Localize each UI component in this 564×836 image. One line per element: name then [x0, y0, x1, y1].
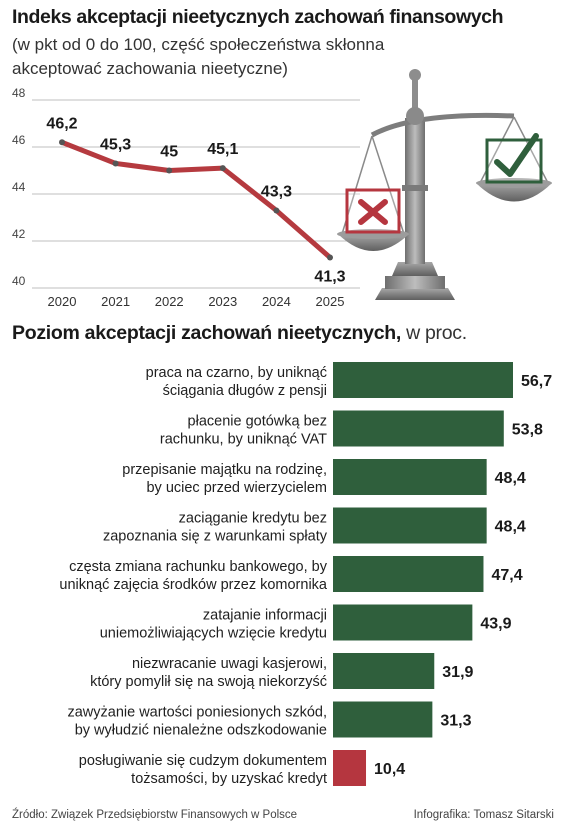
data-label: 45,1 — [207, 141, 238, 158]
category-label: zapoznania się z warunkami spłaty — [103, 529, 328, 545]
line-chart: 40 42 44 46 48 2020 2021 2022 2023 2024 2025 46,2 45… — [12, 86, 360, 309]
data-label: 41,3 — [314, 268, 345, 285]
data-point — [112, 160, 119, 167]
category-label: uniemożliwiających wzięcie kredytu — [100, 626, 327, 642]
category-label: który pomylił się na swoją niekorzyść — [90, 674, 327, 690]
data-label: 45 — [160, 144, 178, 161]
category-label: przepisanie majątku na rodzinę, — [122, 462, 327, 478]
series-line — [59, 139, 333, 260]
category-label: rachunku, by uniknąć VAT — [160, 432, 327, 448]
category-label: zawyżanie wartości poniesionych szkód, — [67, 705, 327, 721]
data-point — [59, 139, 65, 146]
bar — [333, 701, 433, 738]
data-label: 45,3 — [100, 136, 131, 153]
check-box-icon — [485, 133, 543, 184]
y-tick-label: 42 — [12, 227, 26, 241]
bar-value-label: 47,4 — [491, 567, 522, 584]
bar-value-label: 48,4 — [495, 470, 526, 487]
credit-note: Infografika: Tomasz Sitarski — [413, 809, 554, 821]
x-tick-label: 2025 — [316, 294, 345, 309]
bar — [333, 556, 484, 592]
category-label: uniknąć zajęcia środków przez komornika — [59, 577, 327, 593]
bar — [333, 653, 435, 689]
x-tick-label: 2020 — [48, 294, 77, 309]
bar-value-label: 31,9 — [442, 664, 473, 681]
category-label: tożsamości, by uzyskać kredyt — [131, 771, 327, 787]
bar — [333, 750, 367, 786]
category-label: niezwracanie uwagi kasjerowi, — [132, 656, 327, 672]
category-label: by wyłudzić nienależne odszkodowanie — [75, 723, 327, 739]
bar-value-label: 56,7 — [521, 373, 552, 390]
bar-value-label: 10,4 — [374, 761, 405, 778]
category-label: częsta zmiana rachunku bankowego, by — [69, 559, 328, 575]
y-tick-label: 48 — [12, 86, 26, 100]
category-label: zaciąganie kredytu bez — [179, 511, 327, 527]
category-label: ściągania długów z pensji — [163, 383, 327, 399]
bar-value-label: 31,3 — [440, 713, 471, 730]
category-label: płacenie gotówką bez — [188, 414, 327, 430]
source-note: Źródło: Związek Przedsiębiorstw Finansow… — [12, 809, 298, 821]
data-label: 43,3 — [261, 183, 292, 200]
category-label: zatajanie informacji — [203, 608, 327, 624]
bar — [333, 604, 473, 641]
y-tick-label: 44 — [12, 180, 26, 194]
bar — [333, 410, 504, 447]
x-tick-label: 2021 — [101, 294, 130, 309]
x-tick-label: 2023 — [208, 294, 237, 309]
data-point — [327, 254, 333, 261]
data-point — [219, 165, 226, 172]
category-label: praca na czarno, by uniknąć — [146, 365, 327, 381]
line-chart-subtitle: (w pkt od 0 do 100, część społeczeństwa … — [12, 35, 385, 78]
x-tick-label: 2022 — [155, 294, 184, 309]
category-label: posługiwanie się cudzym dokumentem — [79, 753, 327, 769]
bar-chart: 56,7 praca na czarno, by uniknąć ściągania… — [59, 362, 552, 787]
cross-box-icon — [345, 188, 401, 234]
line-chart-title: Indeks akceptacji nieetycznych zachowań … — [12, 6, 504, 28]
bar — [333, 507, 487, 544]
bar-value-label: 48,4 — [495, 519, 526, 536]
data-point — [273, 207, 280, 214]
y-tick-label: 40 — [12, 274, 26, 288]
bar-value-label: 53,8 — [512, 422, 543, 439]
x-tick-label: 2024 — [262, 294, 291, 309]
data-point — [166, 167, 173, 174]
bar-value-label: 43,9 — [480, 616, 511, 633]
y-tick-label: 46 — [12, 133, 26, 147]
bar-chart-title: Poziom akceptacji zachowań nieetycznych,… — [12, 322, 467, 344]
data-label: 46,2 — [46, 115, 77, 132]
bar — [333, 459, 487, 495]
bar — [333, 362, 513, 398]
category-label: by uciec przed wierzycielem — [146, 480, 327, 496]
balance-scale-icon — [337, 69, 552, 300]
